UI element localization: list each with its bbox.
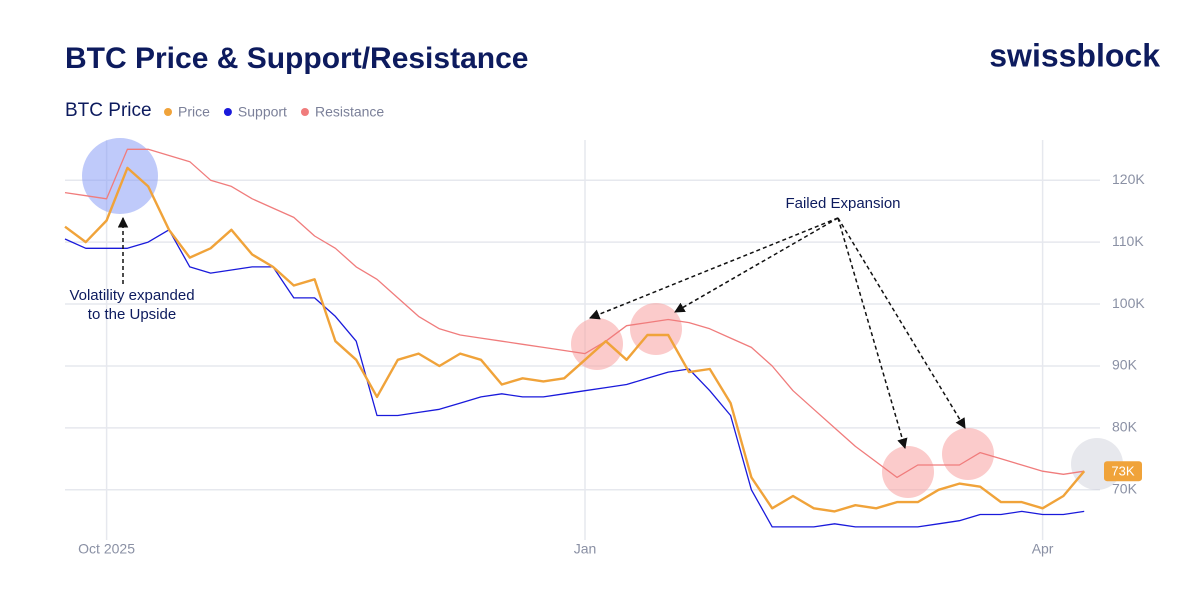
annotation-arrow: [837, 217, 908, 450]
value-label-box: [1104, 461, 1142, 482]
x-tick-label: Jan: [574, 541, 597, 557]
line-resistance: [64, 148, 1085, 479]
highlight-circle: [82, 138, 158, 214]
annotation-arrow: [674, 217, 839, 313]
legend-label: Price: [178, 104, 210, 120]
brand-logo: swissblock: [989, 37, 1160, 73]
legend-marker: [223, 108, 232, 116]
annotation-arrow: [837, 217, 966, 429]
legend-marker: [300, 108, 309, 116]
annotation-text: Volatility expanded: [69, 287, 194, 304]
line-price: [64, 166, 1086, 513]
legend-title: BTC Price: [65, 100, 152, 121]
highlight-circle: [882, 446, 934, 498]
legend-label: Support: [238, 104, 287, 120]
x-tick-label: Oct 2025: [78, 541, 135, 557]
legend-label: Resistance: [315, 104, 384, 120]
y-tick-label: 70K: [1112, 480, 1138, 496]
chart-title: BTC Price & Support/Resistance: [65, 42, 528, 75]
y-tick-label: 80K: [1112, 419, 1138, 435]
y-tick-label: 120K: [1112, 171, 1145, 187]
annotation-arrow: [589, 217, 839, 320]
x-tick-label: Apr: [1032, 541, 1054, 557]
annotation-text: Failed Expansion: [785, 195, 900, 212]
legend-marker: [164, 108, 172, 116]
annotation-text: to the Upside: [88, 306, 176, 323]
line-support: [64, 229, 1085, 528]
highlight-circle: [571, 318, 623, 370]
y-tick-label: 100K: [1112, 295, 1145, 311]
value-label: 73K: [1111, 464, 1134, 479]
y-tick-label: 90K: [1112, 357, 1138, 373]
y-tick-label: 110K: [1112, 233, 1144, 249]
highlight-circle: [942, 428, 994, 480]
